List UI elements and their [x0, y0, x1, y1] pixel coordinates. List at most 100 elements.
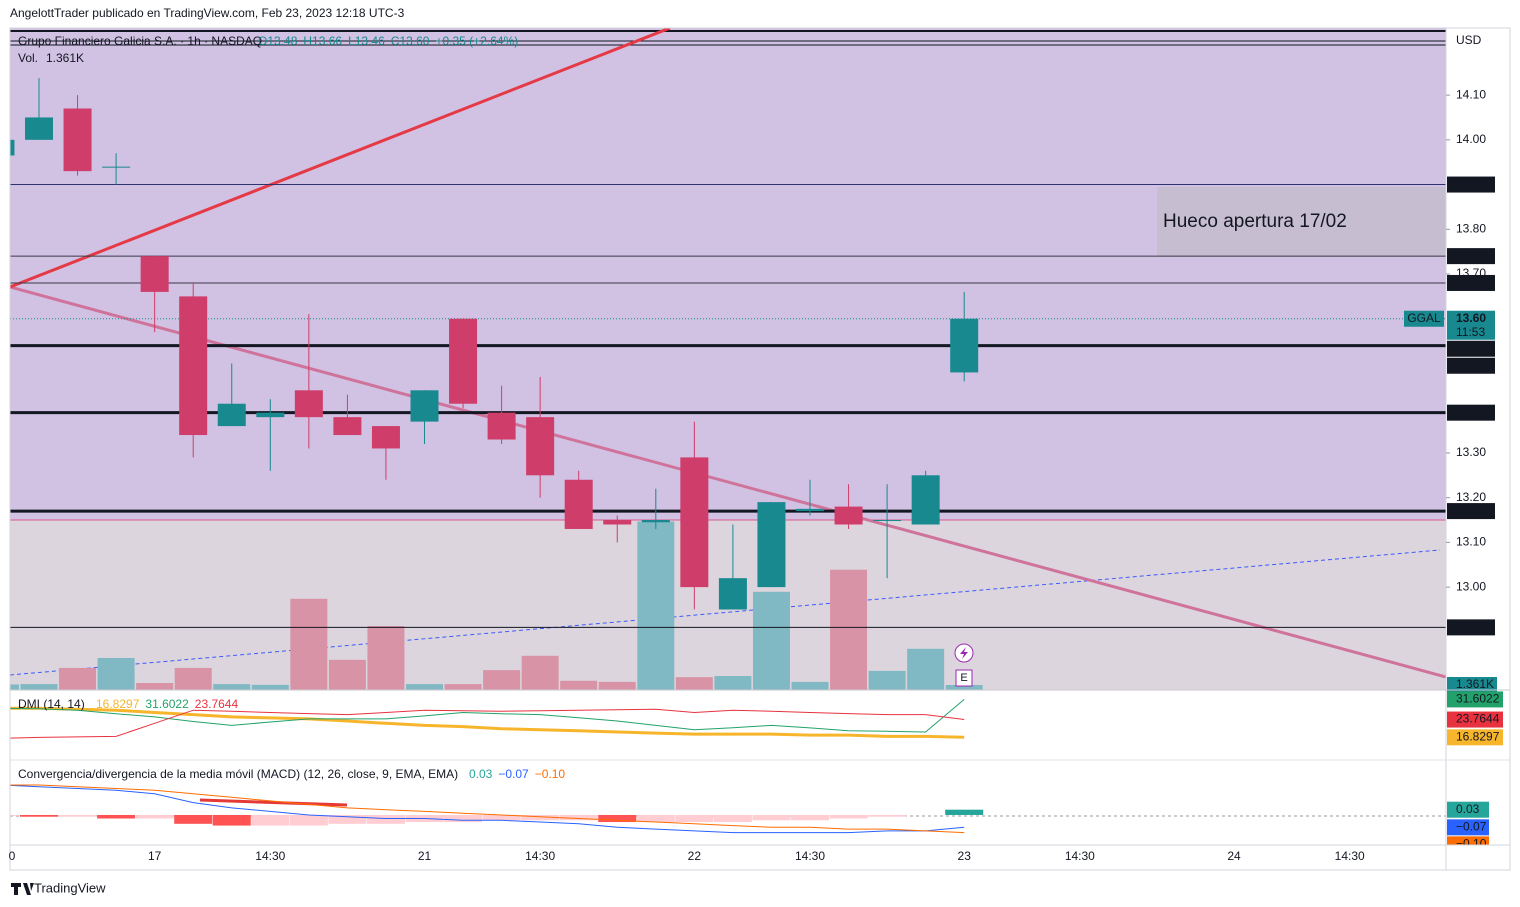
volume-value: 1.361K [46, 51, 84, 65]
volume-title: Vol. [18, 51, 38, 65]
volume-bar [791, 681, 829, 690]
candle-body [410, 390, 439, 422]
candle-body [333, 417, 362, 436]
level-label-bg [1447, 503, 1495, 520]
macd-bar [97, 814, 136, 819]
macd-bar [752, 814, 791, 821]
logo [11, 883, 34, 895]
volume-bar [367, 626, 405, 690]
macd-bar [251, 814, 290, 826]
candle-body [10, 139, 15, 156]
level-label-bg [1447, 619, 1495, 636]
x-tick-label: 0 [9, 849, 16, 863]
x-tick-label: 23 [958, 849, 972, 863]
indicator-line [10, 706, 965, 739]
legend-value: L13.46 [348, 34, 385, 48]
macd-label-bg [1447, 836, 1489, 845]
dmi-value: 31.6022 [145, 697, 189, 711]
volume-bar [59, 667, 97, 690]
candle-body [873, 520, 902, 522]
candle-body [757, 502, 786, 588]
y-tick-label: 13.80 [1456, 221, 1486, 235]
level-label-bg [1447, 176, 1495, 193]
volume-bar [714, 676, 752, 690]
currency: USD [1456, 33, 1482, 47]
macd-bar [713, 814, 752, 823]
candle-body [449, 318, 478, 404]
volume-bar [907, 648, 945, 690]
volume-bar [97, 658, 135, 690]
dmi-label: 16.8297 [1456, 730, 1500, 744]
volume-bar [637, 521, 675, 690]
macd-bar [559, 814, 598, 821]
legend-value: +0.35 (+2.64%) [435, 34, 518, 48]
macd-bar [791, 814, 829, 821]
trendline [10, 28, 671, 289]
macd-bar [675, 814, 714, 823]
macd-bar [20, 814, 58, 817]
volume-bar [675, 677, 713, 690]
dashed-trendline [10, 549, 1441, 676]
volume-label-bg [1447, 676, 1497, 693]
macd-bar [444, 814, 483, 823]
candle-body [603, 520, 632, 525]
candle-body [217, 403, 246, 427]
candle-body [140, 256, 169, 292]
macd-label: −0.07 [1456, 820, 1487, 834]
macd-label: −0.10 [1456, 837, 1487, 851]
macd-label-bg [1447, 801, 1489, 818]
dmi-value: 23.7644 [195, 697, 239, 711]
volume-bar [290, 598, 328, 690]
candle-body [63, 108, 92, 172]
candle-body [487, 412, 516, 440]
legend: Grupo Financiero Galicia S.A. · 1h · NAS… [18, 34, 518, 65]
volume-bar [444, 684, 482, 690]
level-label: 13.39 [1456, 405, 1486, 419]
x-tick-label: 17 [148, 849, 162, 863]
candle-body [911, 475, 940, 525]
earnings-letter: E [960, 672, 967, 684]
level-label-bg [1447, 274, 1495, 291]
macd-values: 0.03 −0.07 −0.10 [469, 767, 565, 781]
level-label: 12.91 [1456, 620, 1486, 634]
level-label: 13.60 [1456, 341, 1486, 355]
macd-bar [636, 814, 675, 823]
candle-body [718, 578, 747, 610]
volume-bar [174, 667, 212, 690]
price-tag: GGAL [1407, 311, 1441, 325]
dmi-label: 31.6022 [1456, 692, 1500, 706]
volume-bar [560, 680, 598, 690]
level-label-bg [1447, 340, 1495, 357]
level-label: 13.17 [1456, 503, 1486, 517]
x-tick-label: 14:30 [1065, 849, 1095, 863]
candle-body [294, 390, 323, 418]
candle-body [680, 457, 709, 588]
macd-bar [868, 814, 907, 817]
candle-body [179, 296, 208, 436]
volume-bar [483, 670, 521, 690]
dmi-values: 16.8297 31.6022 23.7644 [96, 697, 238, 711]
last-price-bg [1447, 310, 1495, 340]
time-axis: 0 17 14:30 21 14:30 22 14:30 23 14:30 24 14:30 [9, 849, 1365, 863]
indicator-line [10, 708, 965, 739]
volume-bar [521, 655, 559, 690]
macd-bar [829, 814, 868, 819]
main-pane [10, 28, 1446, 690]
x-tick-label: 22 [688, 849, 702, 863]
level-label-bg [1447, 248, 1495, 265]
dmi-title: DMI (14, 14) [18, 697, 85, 711]
y-tick-label: 14.10 [1456, 87, 1486, 101]
dmi-label: 23.7644 [1456, 712, 1500, 726]
gap-box [1157, 187, 1446, 257]
macd-bar [212, 814, 251, 826]
y-tick-label: 13.00 [1456, 579, 1486, 593]
macd-value: −0.10 [535, 767, 566, 781]
dmi-pane [10, 699, 965, 739]
earnings-icon[interactable] [955, 669, 973, 687]
candle-body [256, 412, 285, 418]
x-tick-label: 14:30 [525, 849, 555, 863]
x-tick-label: 21 [418, 849, 432, 863]
y-tick-label: 13.10 [1456, 535, 1486, 549]
volume-bar [868, 670, 906, 690]
volume-bar [136, 683, 174, 690]
